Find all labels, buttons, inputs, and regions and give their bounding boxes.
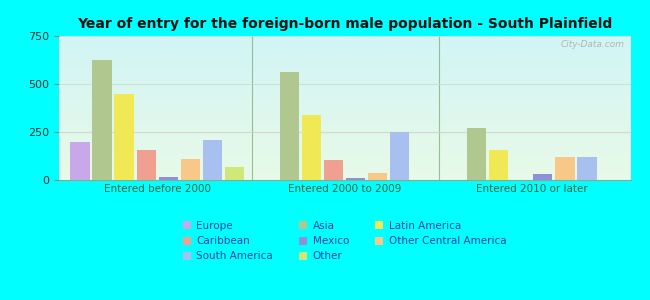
Bar — [225, 167, 244, 180]
Bar — [368, 173, 387, 180]
Bar — [181, 159, 200, 180]
Text: City-Data.com: City-Data.com — [561, 40, 625, 49]
Bar — [577, 157, 597, 180]
Bar — [467, 128, 486, 180]
Bar — [302, 115, 321, 180]
Bar — [203, 140, 222, 180]
Bar — [555, 157, 575, 180]
Bar — [390, 132, 410, 180]
Bar — [70, 142, 90, 180]
Bar — [324, 160, 343, 180]
Legend: Europe, Caribbean, South America, Asia, Mexico, Other, Latin America, Other Cent: Europe, Caribbean, South America, Asia, … — [179, 217, 510, 266]
Bar — [92, 60, 112, 180]
Bar — [136, 150, 156, 180]
Bar — [489, 150, 508, 180]
Bar — [533, 174, 552, 180]
Bar — [280, 73, 299, 180]
Title: Year of entry for the foreign-born male population - South Plainfield: Year of entry for the foreign-born male … — [77, 17, 612, 31]
Bar — [114, 94, 134, 180]
Bar — [346, 178, 365, 180]
Bar — [159, 177, 178, 180]
